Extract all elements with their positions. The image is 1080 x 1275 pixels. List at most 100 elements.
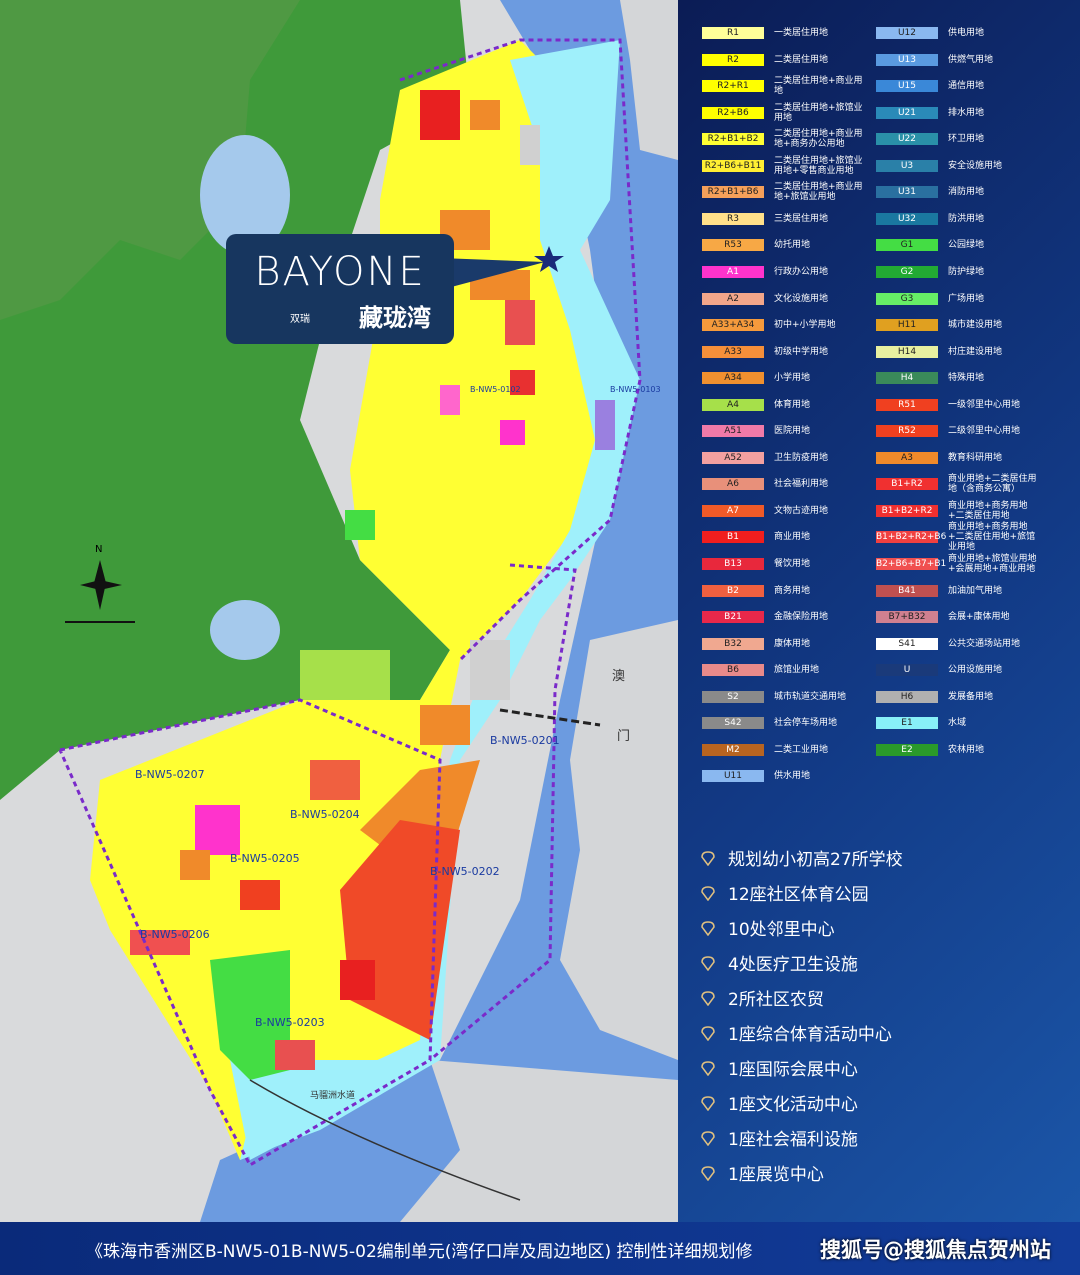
legend-item: U15 通信用地 <box>876 74 1040 98</box>
logo-brand: BAYONE <box>254 249 425 295</box>
legend-label: 体育用地 <box>774 399 811 410</box>
highlight-text: 规划幼小初高27所学校 <box>728 850 903 870</box>
legend-label: 金融保险用地 <box>774 612 829 623</box>
legend-label: 康体用地 <box>774 638 811 649</box>
legend-item: H6 发展备用地 <box>876 685 1040 709</box>
legend-item: R53 幼托用地 <box>702 233 866 257</box>
legend-label: 商业用地+旅馆业用地+会展用地+商业用地 <box>948 554 1037 574</box>
highlight-item: 2所社区农贸 <box>700 985 824 1010</box>
legend-item: A33 初级中学用地 <box>702 340 866 364</box>
legend-label: 旅馆业用地 <box>774 665 820 676</box>
legend-label: 社会福利用地 <box>774 479 829 490</box>
legend-item: R2+B1+B6 二类居住用地+商业用地+旅馆业用地 <box>702 180 866 204</box>
legend-label: 一类居住用地 <box>774 28 829 38</box>
highlight-text: 4处医疗卫生设施 <box>728 955 858 975</box>
boundary-line <box>429 563 577 1062</box>
map-label: 马骝洲水道 <box>310 1089 355 1101</box>
legend-item: B21 金融保险用地 <box>702 605 866 629</box>
parcel <box>500 420 525 445</box>
highlight-item: 1座国际会展中心 <box>700 1055 858 1080</box>
legend-swatch: U11 <box>702 770 764 783</box>
parcel <box>240 880 280 910</box>
legend-swatch: R1 <box>702 27 764 39</box>
legend-swatch: A52 <box>702 451 764 464</box>
compass-label: N <box>95 544 102 555</box>
highlight-item: 1座综合体育活动中心 <box>700 1020 892 1045</box>
legend-swatch: B1+B2+R2+B6 <box>876 531 947 544</box>
legend-label: 初中+小学用地 <box>774 320 836 331</box>
legend-item: R2+B6 二类居住用地+旅馆业用地 <box>702 101 866 125</box>
legend-item: R2+R1 二类居住用地+商业用地 <box>702 74 866 98</box>
logo-name: 藏珑湾 <box>359 304 431 332</box>
legend-label: 广场用地 <box>948 293 985 304</box>
legend-swatch: U32 <box>876 212 938 225</box>
legend-label: 城市建设用地 <box>948 320 1003 331</box>
parcel <box>195 805 240 855</box>
legend-label: 行政办公用地 <box>774 266 829 277</box>
legend-swatch: R52 <box>876 425 938 438</box>
highlight-icon <box>701 1060 715 1076</box>
highlight-icon <box>701 850 715 866</box>
legend-label: 商业用地 <box>774 532 811 543</box>
legend-label: 幼托用地 <box>774 240 811 251</box>
parcel <box>345 510 375 540</box>
parcel <box>300 650 390 700</box>
legend-label: 医院用地 <box>774 426 811 437</box>
legend-label: 卫生防疫用地 <box>774 452 829 463</box>
legend-item: H14 村庄建设用地 <box>876 340 1040 364</box>
bridge <box>499 708 601 727</box>
legend-item: U13 供燃气用地 <box>876 48 1040 72</box>
highlight-icon <box>701 885 715 901</box>
legend-item: H4 特殊用地 <box>876 366 1040 390</box>
highlight-item: 规划幼小初高27所学校 <box>700 845 903 870</box>
legend-swatch: B6 <box>702 664 764 677</box>
legend-label: 商业用地+商务用地+二类居住用地 <box>948 500 1028 521</box>
legend-label: 教育科研用地 <box>948 452 1003 463</box>
highlight-icon <box>701 1165 715 1181</box>
logo-box <box>226 234 454 344</box>
legend-item: B7+B32 会展+康体用地 <box>876 605 1040 629</box>
legend-item: B1+B2+R2 商业用地+商务用地+二类居住用地 <box>876 499 1040 523</box>
legend-label: 一级邻里中心用地 <box>948 399 1021 410</box>
railway <box>249 1079 521 1201</box>
legend-label: 社会停车场用地 <box>774 718 838 729</box>
legend-item: U31 消防用地 <box>876 180 1040 204</box>
legend-label: 排水用地 <box>948 107 985 118</box>
river <box>230 1060 440 1160</box>
legend-item: R2+B6+B11 二类居住用地+旅馆业用地+零售商业用地 <box>702 154 866 178</box>
legend-item: A2 文化设施用地 <box>702 287 866 311</box>
legend-label: 会展+康体用地 <box>948 612 1010 623</box>
legend-label: 初级中学用地 <box>774 346 829 357</box>
legend-swatch: B2+B6+B7+B1 <box>876 558 947 570</box>
legend-swatch: A4 <box>702 398 764 411</box>
logo-pointer <box>440 258 545 290</box>
north-land <box>620 0 678 160</box>
map-label: B-NW5-0207 <box>135 768 205 781</box>
parcel <box>420 90 460 140</box>
legend-swatch: H11 <box>876 319 938 332</box>
legend-swatch: A51 <box>702 425 764 438</box>
legend-swatch: A33 <box>702 345 764 358</box>
legend-panel <box>678 0 1080 1222</box>
legend-swatch: B2 <box>702 584 764 597</box>
legend-swatch: U21 <box>876 106 938 119</box>
legend-item: B13 餐饮用地 <box>702 552 866 576</box>
highlight-icon <box>701 920 715 936</box>
parcel <box>180 850 210 880</box>
legend-item: A33+A34 初中+小学用地 <box>702 313 866 337</box>
legend-label: 小学用地 <box>774 373 811 384</box>
footer: 《珠海市香洲区B-NW5-01B-NW5-02编制单元(湾仔口岸及周边地区) 控… <box>0 1222 1080 1275</box>
legend-item: B32 康体用地 <box>702 632 866 656</box>
legend-label: 安全设施用地 <box>948 160 1003 171</box>
highlight-text: 12座社区体育公园 <box>728 885 869 905</box>
legend-item: R1 一类居住用地 <box>702 21 866 45</box>
legend-label: 二类居住用地+商业用地 <box>774 76 863 97</box>
legend-item: U 公用设施用地 <box>876 658 1040 682</box>
legend-label: 商业用地+商务用地+二类居住用地+旅馆业用地 <box>948 522 1036 553</box>
legend-item: R3 三类居住用地 <box>702 207 866 231</box>
legend-swatch: A33+A34 <box>702 319 764 332</box>
legend-label: 餐饮用地 <box>774 559 811 569</box>
parcel <box>470 640 510 700</box>
highlight-icon <box>701 990 715 1006</box>
legend-swatch: A6 <box>702 478 764 491</box>
